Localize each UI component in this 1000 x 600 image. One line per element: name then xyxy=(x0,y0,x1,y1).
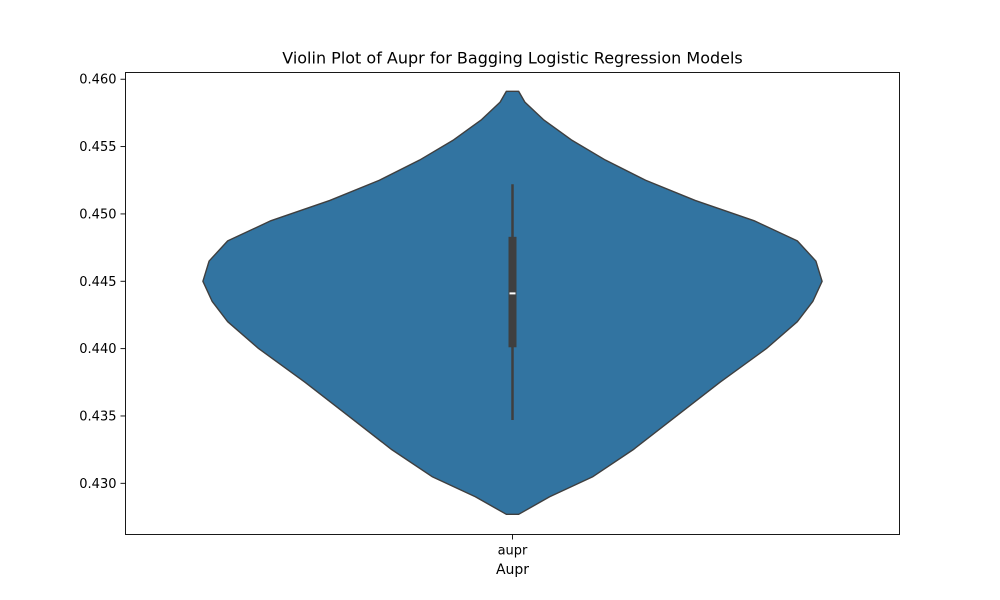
y-tick-label: 0.430 xyxy=(79,477,116,492)
y-axis: 0.430 0.435 0.440 0.445 0.450 0.455 0.460 xyxy=(79,73,126,492)
y-tick-label: 0.455 xyxy=(79,140,116,155)
y-tick-label: 0.435 xyxy=(79,409,116,424)
y-tick-label: 0.445 xyxy=(79,275,116,290)
axes-frame xyxy=(125,72,900,535)
x-tick-label: aupr xyxy=(498,544,528,559)
plot-area xyxy=(202,90,823,515)
y-tick-label: 0.440 xyxy=(79,342,116,357)
violin-iqr-box xyxy=(508,236,517,348)
y-tick-label: 0.450 xyxy=(79,207,116,222)
chart-title: Violin Plot of Aupr for Bagging Logistic… xyxy=(282,49,743,68)
x-axis: aupr xyxy=(498,534,528,559)
x-axis-label: Aupr xyxy=(496,562,529,578)
y-tick-label: 0.460 xyxy=(79,73,116,88)
